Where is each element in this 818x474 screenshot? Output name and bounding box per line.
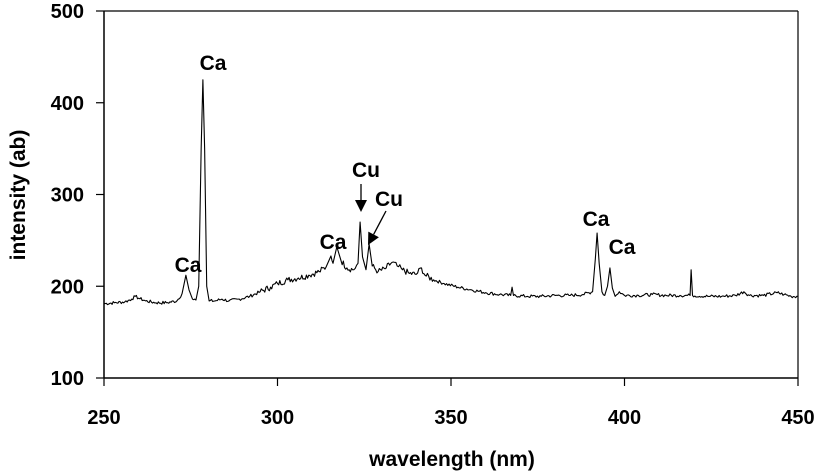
x-axis-title: wavelength (nm) xyxy=(368,448,535,471)
peak-label-ca: Ca xyxy=(609,236,636,259)
y-axis-ticks: 100 200 300 400 500 xyxy=(51,1,104,390)
y-tick-label: 400 xyxy=(51,93,84,115)
peak-label-ca: Ca xyxy=(200,52,227,75)
peak-label-cu: Cu xyxy=(375,188,403,211)
annotation-arrowhead-icon xyxy=(368,231,379,245)
y-tick-label: 100 xyxy=(51,368,84,390)
annotation-arrow-shaft xyxy=(373,210,387,235)
y-axis-title: intensity (ab) xyxy=(7,130,30,261)
x-tick-label: 400 xyxy=(608,407,641,429)
annotation-arrowhead-icon xyxy=(355,200,367,212)
x-tick-label: 300 xyxy=(261,407,294,429)
x-tick-label: 250 xyxy=(87,407,120,429)
y-tick-label: 200 xyxy=(51,276,84,298)
peak-label-ca: Ca xyxy=(320,231,347,254)
peak-label-cu: Cu xyxy=(352,159,380,182)
peak-label-ca: Ca xyxy=(175,254,202,277)
y-tick-label: 300 xyxy=(51,185,84,207)
y-tick-label: 500 xyxy=(51,1,84,23)
peak-annotations: Ca Ca Ca Cu Cu Ca Ca xyxy=(175,52,636,277)
peak-label-ca: Ca xyxy=(583,208,610,231)
x-axis-ticks: 250 300 350 400 450 xyxy=(87,378,815,429)
x-tick-label: 350 xyxy=(434,407,467,429)
spectrum-line xyxy=(103,79,799,306)
x-tick-label: 450 xyxy=(781,407,814,429)
